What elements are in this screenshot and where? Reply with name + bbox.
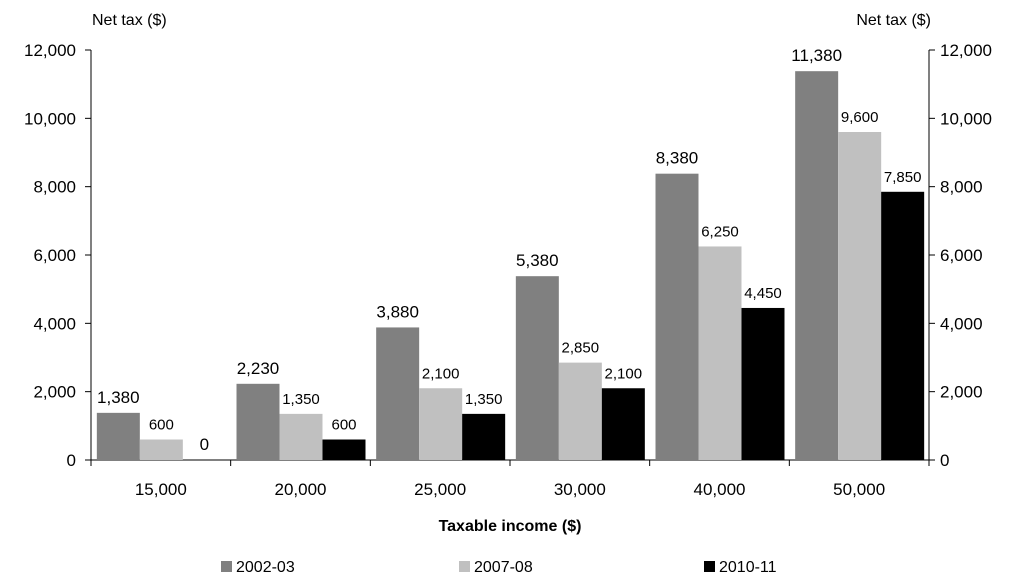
- data-label-2010-11: 0: [200, 435, 209, 454]
- data-label-2010-11: 7,850: [884, 169, 922, 186]
- bar-2007-08: [838, 132, 882, 460]
- bar-2002-03: [655, 173, 699, 460]
- bar-2002-03: [515, 276, 559, 460]
- bar-2002-03: [236, 383, 280, 460]
- bar-2010-11: [741, 307, 785, 460]
- legend: 2002-03 2007-08 2010-11: [221, 559, 777, 576]
- data-label-2002-03: 1,380: [97, 388, 140, 407]
- left-y-tick-label: 6,000: [33, 246, 76, 265]
- right-y-tick-label: 2,000: [940, 383, 983, 402]
- right-y-tick-label: 12,000: [940, 41, 992, 60]
- legend-label-2002-03: 2002-03: [236, 559, 295, 576]
- bar-2010-11: [462, 413, 506, 460]
- x-category-label: 40,000: [694, 480, 746, 499]
- bar-2007-08: [558, 362, 602, 460]
- legend-label-2007-08: 2007-08: [474, 559, 533, 576]
- right-y-axis-title: Net tax ($): [856, 12, 931, 29]
- bar-2002-03: [376, 327, 420, 460]
- legend-swatch-2002-03: [221, 561, 232, 572]
- right-y-tick-label: 6,000: [940, 246, 983, 265]
- right-y-tick-label: 4,000: [940, 314, 983, 333]
- data-label-2010-11: 1,350: [465, 391, 503, 408]
- data-label-2010-11: 2,100: [605, 365, 643, 382]
- right-y-tick-label: 10,000: [940, 109, 992, 128]
- left-y-tick-label: 0: [67, 451, 76, 470]
- right-y-tick-label: 8,000: [940, 178, 983, 197]
- left-y-axis-title: Net tax ($): [92, 12, 167, 29]
- right-y-tick-label: 0: [940, 451, 949, 470]
- bar-2002-03: [96, 412, 140, 460]
- data-label-2002-03: 5,380: [516, 251, 559, 270]
- data-label-2002-03: 8,380: [656, 149, 699, 168]
- x-category-label: 20,000: [275, 480, 327, 499]
- left-y-tick-label: 2,000: [33, 383, 76, 402]
- data-label-2007-08: 600: [149, 417, 174, 434]
- legend-label-2010-11: 2010-11: [719, 559, 777, 576]
- data-label-2007-08: 1,350: [282, 391, 320, 408]
- left-y-tick-label: 8,000: [33, 178, 76, 197]
- data-label-2010-11: 4,450: [744, 285, 782, 302]
- left-y-tick-label: 10,000: [24, 109, 76, 128]
- data-label-2002-03: 11,380: [791, 46, 842, 65]
- legend-swatch-2007-08: [459, 561, 470, 572]
- data-labels-layer: 1,380 2,230 3,880 5,380 8,380 11,380 600 1,350 2…: [97, 46, 921, 454]
- data-label-2010-11: 600: [331, 417, 356, 434]
- left-y-tick-label: 4,000: [33, 314, 76, 333]
- bar-2010-11: [601, 388, 645, 460]
- bar-2007-08: [419, 388, 463, 460]
- data-label-2002-03: 2,230: [237, 359, 280, 378]
- x-category-label: 15,000: [135, 480, 187, 499]
- data-label-2007-08: 9,600: [841, 109, 879, 126]
- bar-2007-08: [698, 246, 742, 460]
- bar-2007-08: [279, 413, 323, 460]
- x-category-label: 50,000: [833, 480, 885, 499]
- bars-layer: [96, 71, 925, 460]
- data-label-2002-03: 3,880: [376, 302, 419, 321]
- bar-2007-08: [139, 439, 183, 460]
- x-category-label: 25,000: [414, 480, 466, 499]
- bar-2010-11: [322, 439, 366, 460]
- bar-2002-03: [795, 71, 839, 460]
- data-label-2007-08: 6,250: [701, 223, 739, 240]
- data-label-2007-08: 2,850: [562, 340, 600, 357]
- ticks-layer: 0 0 2,000 2,000 4,000 4,000 6,000 6,000 8,000 8,0…: [24, 41, 992, 499]
- legend-swatch-2010-11: [704, 561, 715, 572]
- bar-2010-11: [881, 191, 925, 460]
- x-category-label: 30,000: [554, 480, 606, 499]
- x-axis-title: Taxable income ($): [439, 518, 582, 535]
- data-label-2007-08: 2,100: [422, 365, 460, 382]
- left-y-tick-label: 12,000: [24, 41, 76, 60]
